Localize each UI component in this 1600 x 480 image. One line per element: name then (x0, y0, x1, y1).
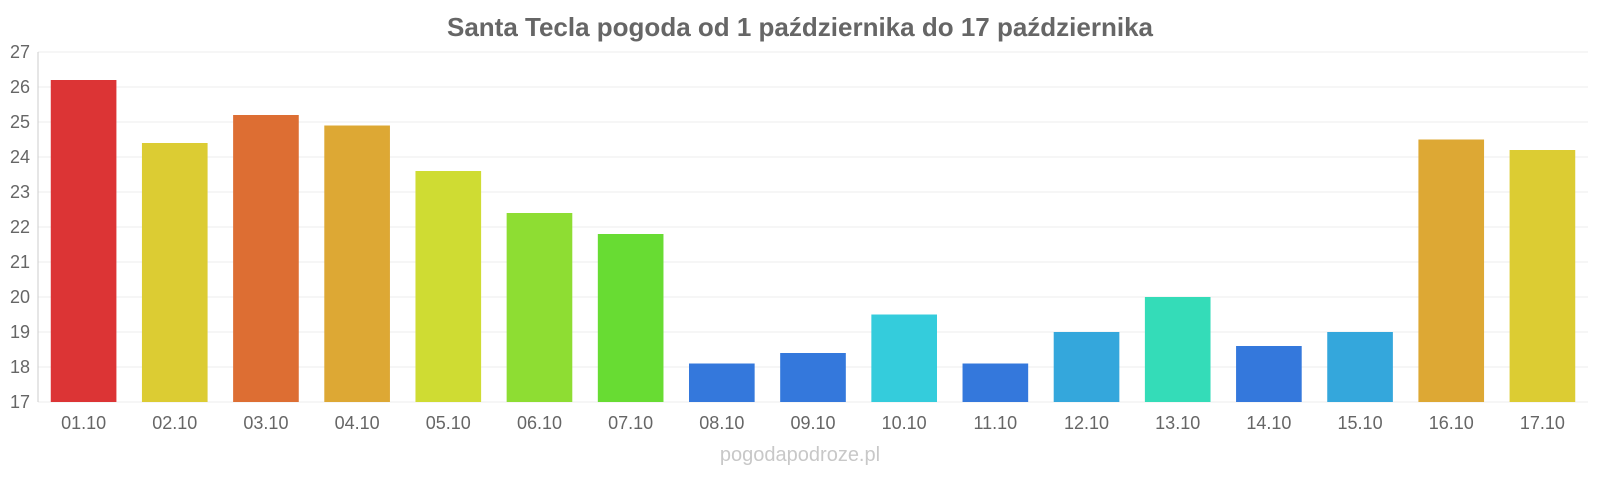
bar-17.10 (1509, 150, 1576, 402)
x-tick-label: 17.10 (1520, 413, 1565, 433)
bar-02.10 (141, 143, 208, 402)
y-tick-label: 25 (10, 112, 30, 132)
x-tick-label: 12.10 (1064, 413, 1109, 433)
y-tick-label: 21 (10, 252, 30, 272)
x-tick-label: 09.10 (790, 413, 835, 433)
bar-01.10 (50, 80, 117, 402)
bar-05.10 (415, 171, 482, 402)
bar-10.10 (871, 314, 937, 402)
bar-07.10 (597, 234, 664, 402)
x-tick-label: 08.10 (699, 413, 744, 433)
x-tick-label: 10.10 (882, 413, 927, 433)
x-tick-label: 06.10 (517, 413, 562, 433)
y-tick-label: 20 (10, 287, 30, 307)
x-tick-label: 07.10 (608, 413, 653, 433)
x-tick-label: 14.10 (1246, 413, 1291, 433)
bar-03.10 (233, 115, 299, 402)
x-tick-label: 05.10 (426, 413, 471, 433)
x-tick-label: 01.10 (61, 413, 106, 433)
x-tick-label: 03.10 (243, 413, 288, 433)
y-axis: 17 18 19 20 21 22 23 24 25 26 27 (10, 42, 30, 412)
x-tick-label: 04.10 (335, 413, 380, 433)
y-tick-label: 23 (10, 182, 30, 202)
y-tick-label: 27 (10, 42, 30, 62)
y-tick-label: 18 (10, 357, 30, 377)
bar-14.10 (1236, 346, 1302, 402)
x-tick-label: 11.10 (973, 413, 1017, 433)
bar-13.10 (1144, 297, 1211, 402)
y-tick-label: 24 (10, 147, 30, 167)
y-tick-label: 17 (10, 392, 30, 412)
y-tick-label: 26 (10, 77, 30, 97)
x-tick-label: 13.10 (1155, 413, 1200, 433)
y-tick-label: 19 (10, 322, 30, 342)
bar-12.10 (1053, 332, 1120, 402)
x-axis: 01.10 02.10 03.10 04.10 05.10 06.10 07.10 08.10… (61, 413, 1565, 433)
y-tick-label: 22 (10, 217, 30, 237)
x-tick-label: 16.10 (1429, 413, 1474, 433)
bar-06.10 (506, 213, 573, 402)
bar-11.10 (962, 363, 1029, 402)
x-tick-label: 15.10 (1338, 413, 1383, 433)
chart-title: Santa Tecla pogoda od 1 października do … (447, 12, 1154, 42)
bar-09.10 (780, 353, 846, 402)
bars (50, 80, 1576, 402)
x-tick-label: 02.10 (152, 413, 197, 433)
bar-16.10 (1418, 139, 1485, 402)
bar-04.10 (324, 125, 390, 402)
bar-08.10 (689, 363, 755, 402)
watermark: pogodapodroze.pl (720, 444, 880, 466)
bar-15.10 (1327, 332, 1393, 402)
